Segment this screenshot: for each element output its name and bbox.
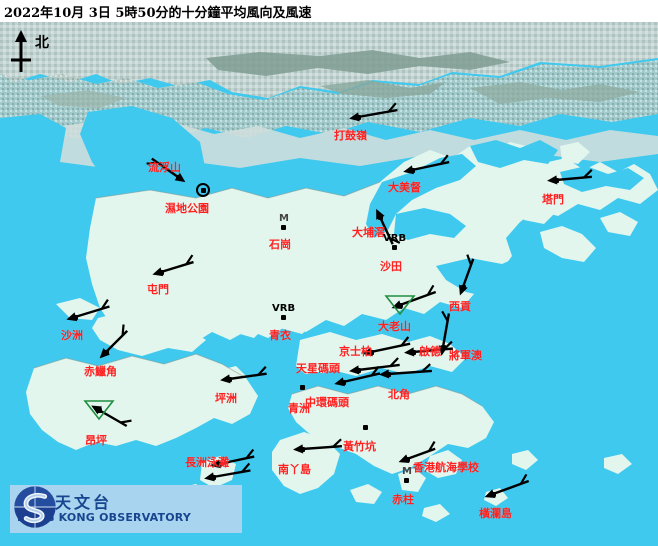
station-dot-icon [201,188,206,193]
station-label: 濕地公園 [165,202,209,215]
sha-chau [56,298,100,320]
station-label: 將軍澳 [449,349,482,362]
station-dot-icon [378,215,383,220]
station-label: 赤鱲角 [84,365,117,378]
station-dot-icon [369,350,374,355]
pennant-icon [384,295,416,316]
station-dot-icon [363,425,368,430]
station-label: 南丫島 [278,463,311,476]
station-label: 屯門 [147,283,169,296]
station-dot-icon [281,315,286,320]
missing-data-flag: M [279,213,289,224]
pennant-icon [83,400,115,421]
tolo-harbour [366,154,476,238]
station-dot-icon [356,368,361,373]
station-label: 流浮山 [148,161,181,174]
station-dot-icon [405,457,410,462]
deep-bay [80,106,206,202]
station-dot-icon [104,350,109,355]
map-canvas[interactable]: 北 打鼓嶺 流浮山 濕地公園 M 石崗 屯門 大美督 塔門 大埔滘 VRB 沙田 西貢 大老山 將軍澳 VR… [0,22,658,546]
station-dot-icon [386,372,391,377]
station-label: 沙田 [380,260,402,273]
station-label: 大埔滘 [352,226,385,239]
station-dot-icon [97,408,102,413]
station-dot-icon [356,115,361,120]
logo-english-name: HONG KONG OBSERVATORY [17,511,192,525]
station-dot-icon [404,478,409,483]
lantau-island [26,354,258,450]
station-dot-icon [227,377,232,382]
basemap-svg [0,22,658,546]
hko-logo: 香港天文台 HONG KONG OBSERVATORY [10,485,242,533]
station-label: 打鼓嶺 [334,129,367,142]
station-label: 坪洲 [215,392,237,405]
station-label: 香港航海學校 [413,461,479,474]
chek-lap-kok [92,310,206,356]
station-dot-icon [554,178,559,183]
ringed-station-icon [196,183,210,197]
station-dot-icon [300,447,305,452]
hko-logo-icon [14,486,56,528]
station-label: 橫瀾島 [479,507,512,520]
station-dot-icon [211,475,216,480]
tsing-yi [262,298,316,334]
kowloon [296,332,466,378]
station-dot-icon [159,270,164,275]
station-dot-icon [392,245,397,250]
station-label: 黃竹坑 [343,440,376,453]
wind-barb-icon [398,440,436,464]
wind-barb-icon [334,365,381,387]
station-dot-icon [73,315,78,320]
station-label: 長洲泳灘 [185,456,229,469]
north-label: 北 [35,35,49,51]
station-label: 京士柏 [339,345,372,358]
station-label: 中環碼頭 [305,396,349,409]
station-label: 啟德 [419,345,441,358]
north-arrow-icon: 北 [5,28,61,82]
station-label: 赤柱 [392,493,414,506]
station-dot-icon [411,350,416,355]
stanley-peninsula [424,450,462,478]
station-label: 沙洲 [61,329,83,342]
station-dot-icon [410,168,415,173]
station-label: 青洲 [288,402,310,415]
station-label: 大美督 [388,181,421,194]
station-dot-icon [217,462,222,467]
wind-barb-icon [66,298,110,322]
vrb-flag: VRB [383,233,407,244]
station-label: 大老山 [378,320,411,333]
cheung-chau [200,456,236,488]
station-dot-icon [491,492,496,497]
station-label: 西貢 [449,300,471,313]
station-label: 天星碼頭 [296,362,340,375]
station-label: 昂坪 [85,434,107,447]
station-dot-icon [300,385,305,390]
station-dot-icon [281,225,286,230]
station-dot-icon [341,380,346,385]
vrb-flag: VRB [272,303,296,314]
station-dot-icon [176,175,181,180]
port-shelter [436,254,560,298]
missing-data-flag: M [402,466,412,477]
station-dot-icon [441,345,446,350]
station-label: 北角 [388,388,410,401]
station-label: 石崗 [269,238,291,251]
page-title: 2022年10月 3日 5時50分的十分鐘平均風向及風速 [4,6,312,21]
title-bar: 2022年10月 3日 5時50分的十分鐘平均風向及風速 [0,0,658,22]
station-label: 青衣 [269,329,291,342]
station-dot-icon [461,285,466,290]
station-dot-icon [398,303,403,308]
wind-barb-icon [438,310,451,356]
station-label: 塔門 [542,193,564,206]
hong-kong-island [288,386,494,474]
